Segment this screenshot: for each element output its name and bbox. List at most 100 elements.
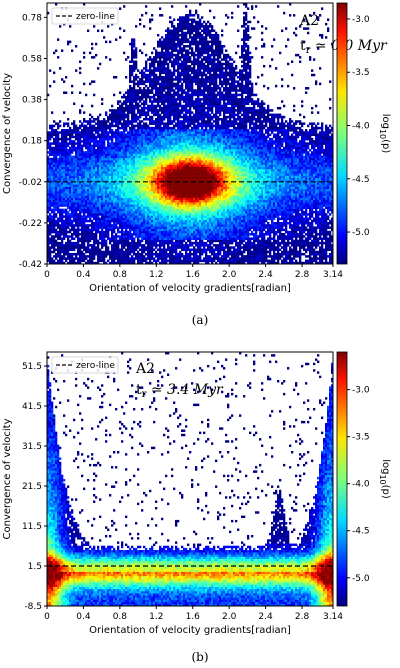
heatmap-cell	[87, 129, 90, 132]
heatmap-cell	[103, 168, 106, 172]
heatmap-cell	[75, 182, 78, 185]
heatmap-cell	[147, 261, 150, 264]
heatmap-cell	[155, 241, 158, 245]
heatmap-cell	[57, 261, 60, 264]
heatmap-cell	[49, 188, 52, 192]
heatmap-cell	[127, 255, 130, 258]
heatmap-cell	[73, 162, 76, 165]
heatmap-cell	[123, 106, 126, 110]
heatmap-cell	[97, 213, 100, 216]
heatmap-cell	[63, 129, 66, 132]
heatmap-cell	[151, 91, 154, 94]
heatmap-cell	[121, 155, 124, 159]
heatmap-cell	[157, 206, 160, 209]
heatmap-cell	[145, 197, 148, 201]
heatmap-cell	[113, 148, 116, 152]
heatmap-cell	[75, 208, 78, 212]
heatmap-cell	[177, 215, 180, 218]
heatmap-cell	[171, 87, 174, 90]
heatmap-cell	[151, 233, 154, 236]
heatmap-cell	[175, 210, 178, 214]
heatmap-cell	[157, 195, 160, 198]
heatmap-cell	[127, 144, 130, 148]
heatmap-cell	[95, 219, 98, 223]
heatmap-cell	[57, 140, 60, 143]
heatmap-cell	[113, 124, 116, 128]
heatmap-cell	[169, 31, 172, 35]
heatmap-cell	[107, 184, 110, 187]
heatmap-cell	[165, 208, 168, 212]
heatmap-cell	[173, 115, 176, 119]
heatmap-cell	[55, 208, 58, 212]
heatmap-cell	[155, 142, 158, 145]
heatmap-cell	[93, 241, 96, 245]
heatmap-cell	[55, 215, 58, 218]
heatmap-cell	[83, 120, 86, 123]
heatmap-cell	[101, 233, 104, 236]
heatmap-cell	[81, 219, 84, 223]
heatmap-cell	[177, 175, 180, 179]
heatmap-cell	[177, 111, 180, 114]
heatmap-cell	[145, 151, 148, 154]
heatmap-cell	[133, 241, 136, 245]
heatmap-cell	[99, 144, 102, 148]
heatmap-cell	[73, 233, 76, 236]
heatmap-cell	[125, 235, 128, 238]
heatmap-cell	[81, 208, 84, 212]
heatmap-cell	[173, 248, 176, 252]
heatmap-cell	[177, 237, 180, 240]
heatmap-cell	[149, 241, 152, 245]
heatmap-cell	[101, 155, 104, 159]
heatmap-cell	[175, 186, 178, 190]
heatmap-cell	[67, 191, 70, 194]
heatmap-cell	[143, 184, 146, 187]
heatmap-cell	[57, 133, 60, 137]
heatmap-cell	[153, 87, 156, 90]
heatmap-cell	[169, 135, 172, 139]
heatmap-cell	[83, 235, 86, 238]
heatmap-cell	[115, 226, 118, 229]
heatmap-cell	[81, 182, 84, 185]
heatmap-cell	[153, 226, 156, 229]
heatmap-cell	[131, 244, 134, 247]
heatmap-cell	[123, 135, 126, 139]
heatmap-cell	[157, 175, 160, 179]
heatmap-cell	[69, 140, 72, 143]
heatmap-cell	[169, 235, 172, 238]
heatmap-cell	[123, 204, 126, 207]
heatmap-cell	[139, 95, 142, 99]
heatmap-cell	[173, 221, 176, 225]
heatmap-cell	[157, 122, 160, 125]
heatmap-cell	[139, 213, 142, 216]
heatmap-cell	[169, 84, 172, 88]
heatmap-cell	[147, 191, 150, 194]
heatmap-cell	[85, 239, 88, 243]
heatmap-cell	[55, 160, 58, 163]
heatmap-cell	[129, 235, 132, 238]
heatmap-cell	[163, 95, 166, 99]
heatmap-cell	[155, 160, 158, 163]
heatmap-cell	[99, 210, 102, 214]
heatmap-cell	[59, 182, 62, 185]
heatmap-cell	[99, 255, 102, 258]
heatmap-cell	[97, 255, 100, 258]
heatmap-cell	[151, 118, 154, 121]
heatmap-cell	[57, 177, 60, 181]
heatmap-cell	[155, 135, 158, 139]
heatmap-cell	[157, 133, 160, 137]
heatmap-cell	[55, 197, 58, 201]
heatmap-cell	[95, 250, 98, 254]
heatmap-cell	[111, 224, 114, 227]
heatmap-cell	[169, 224, 172, 227]
heatmap-cell	[49, 230, 52, 234]
heatmap-cell	[151, 230, 154, 234]
heatmap-cell	[101, 193, 104, 196]
heatmap-cell	[77, 217, 80, 221]
heatmap-cell	[141, 75, 144, 79]
heatmap-cell	[81, 171, 84, 174]
heatmap-cell	[141, 219, 144, 223]
heatmap-cell	[87, 191, 90, 194]
heatmap-cell	[65, 188, 68, 192]
heatmap-cell	[125, 228, 128, 232]
heatmap-cell	[49, 250, 52, 254]
